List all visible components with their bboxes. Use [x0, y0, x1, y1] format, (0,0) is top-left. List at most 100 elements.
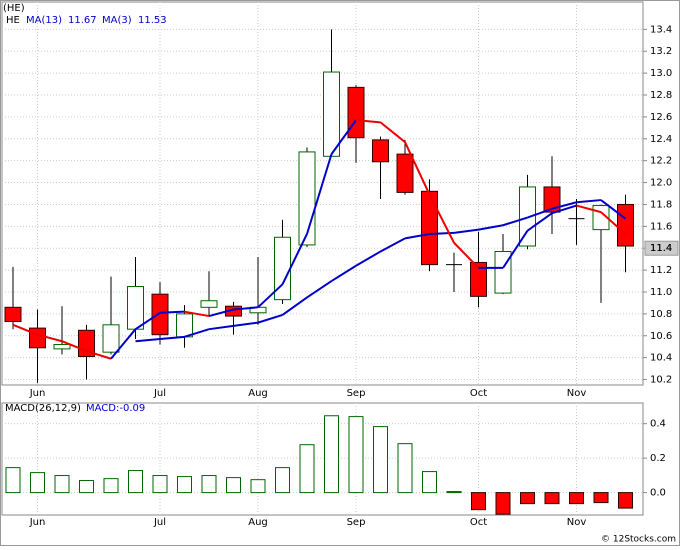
ma-segment [233, 306, 259, 311]
candle-body [396, 153, 414, 193]
legend-ma13: MA(13) [26, 15, 62, 26]
ma-segment [184, 310, 210, 318]
y-tick-label: 12.8 [650, 90, 672, 101]
ma-segment [576, 204, 602, 214]
ma-segment [233, 321, 259, 327]
y-tick-label: 12.0 [650, 178, 672, 189]
ma-segment [453, 228, 479, 234]
candle-body [102, 324, 120, 353]
y-tick-label: 12.4 [650, 134, 672, 145]
y-tick-label: 0.2 [650, 453, 666, 464]
candle-body [617, 203, 634, 247]
ma-segment [281, 233, 308, 285]
candle-body [372, 139, 389, 163]
y-tick-label: 0.4 [650, 419, 666, 430]
ma-segment [330, 119, 357, 155]
ma-segment [306, 153, 333, 235]
ma-segment [404, 141, 431, 196]
y-tick-label: 10.6 [650, 331, 672, 342]
candle-body [470, 261, 487, 297]
y-tick-label: 10.4 [650, 353, 672, 364]
macd-bar [5, 467, 21, 494]
x-tick-label: Oct [470, 388, 487, 399]
y-tick-label: 11.8 [650, 199, 672, 210]
x-tick-label: Jun [29, 388, 46, 399]
y-tick-label: 10.8 [650, 309, 672, 320]
ma-segment [576, 199, 602, 204]
ma-segment [134, 311, 161, 331]
macd-bar [446, 491, 462, 494]
candle-body [421, 190, 438, 266]
x-tick-label: Jun [29, 517, 46, 528]
x-tick-label: Sep [347, 517, 366, 528]
ma-segment [478, 224, 504, 231]
macd-panel [1, 402, 644, 516]
macd-bar [201, 475, 217, 494]
y-tick-label: 11.0 [650, 287, 672, 298]
macd-bar [275, 467, 290, 494]
y-tick-label: 11.2 [650, 265, 672, 276]
ma-segment [404, 233, 430, 240]
candle-body [127, 286, 144, 330]
last-price-box [644, 240, 679, 256]
candle-body [176, 313, 193, 338]
macd-bar [324, 415, 339, 494]
y-tick-label: 13.4 [650, 24, 672, 35]
legend-ma13-value: 11.67 [68, 15, 97, 26]
macd-bar [54, 475, 70, 494]
x-tick-label: Jul [153, 517, 166, 528]
ma-segment [159, 310, 185, 314]
candle-body [53, 344, 71, 350]
macd-bar [30, 472, 45, 494]
x-tick-label: Oct [470, 517, 487, 528]
ma-segment [600, 199, 627, 220]
x-tick-label: Jul [153, 388, 166, 399]
ma-segment [306, 280, 333, 299]
macd-bar [495, 492, 511, 515]
ma-segment [380, 237, 406, 253]
y-tick-label: 11.4 [650, 243, 672, 254]
candle-body [200, 300, 218, 308]
ma-segment [257, 314, 283, 324]
macd-bar [177, 476, 192, 494]
x-tick-label: Nov [567, 388, 587, 399]
macd-bar [299, 444, 315, 494]
macd-bar [250, 479, 266, 494]
legend-ma3-value: 11.53 [138, 15, 167, 26]
ma-segment [281, 296, 308, 316]
y-tick-label: 12.2 [650, 156, 672, 167]
ma-segment [61, 340, 87, 353]
chart-title: (HE) [3, 3, 25, 14]
macd-bar [422, 471, 437, 494]
ma-segment [526, 212, 553, 232]
ma-segment [428, 194, 455, 244]
ma-segment [379, 121, 406, 143]
ma-segment [355, 250, 382, 267]
last-price-label: 11.4 [650, 243, 672, 254]
macd-legend: MACD:-0.09 [86, 403, 145, 414]
labels: 10.2 10.4 10.6 10.8 11.0 11.2 11.4 11.6 11.8 12.0… [29, 24, 673, 528]
y-tick-label: 12.6 [650, 112, 672, 123]
macd-bar [348, 416, 364, 494]
candle-body [543, 186, 561, 213]
legend-symbol: HE [6, 15, 20, 26]
credit: © 12Stocks.com [601, 535, 676, 545]
ma-segment [355, 119, 381, 124]
ma-segment [257, 283, 284, 309]
macd-bar [569, 492, 584, 505]
ma-segment [600, 211, 627, 235]
x-tick-label: Nov [567, 517, 587, 528]
ma-segment [135, 338, 161, 343]
macd-bar [397, 443, 413, 494]
ma-segment [502, 216, 528, 227]
macd-bar [471, 492, 486, 511]
y-tick-label: 10.2 [650, 375, 672, 386]
ma-segment [159, 335, 185, 341]
ma-segment [12, 323, 38, 336]
candle-body [347, 86, 365, 139]
ma-segment [208, 324, 234, 331]
y-tick-label: 13.2 [650, 46, 672, 57]
macd-bar [373, 426, 388, 494]
macd-bar [152, 475, 168, 494]
macd-bar [618, 492, 633, 509]
